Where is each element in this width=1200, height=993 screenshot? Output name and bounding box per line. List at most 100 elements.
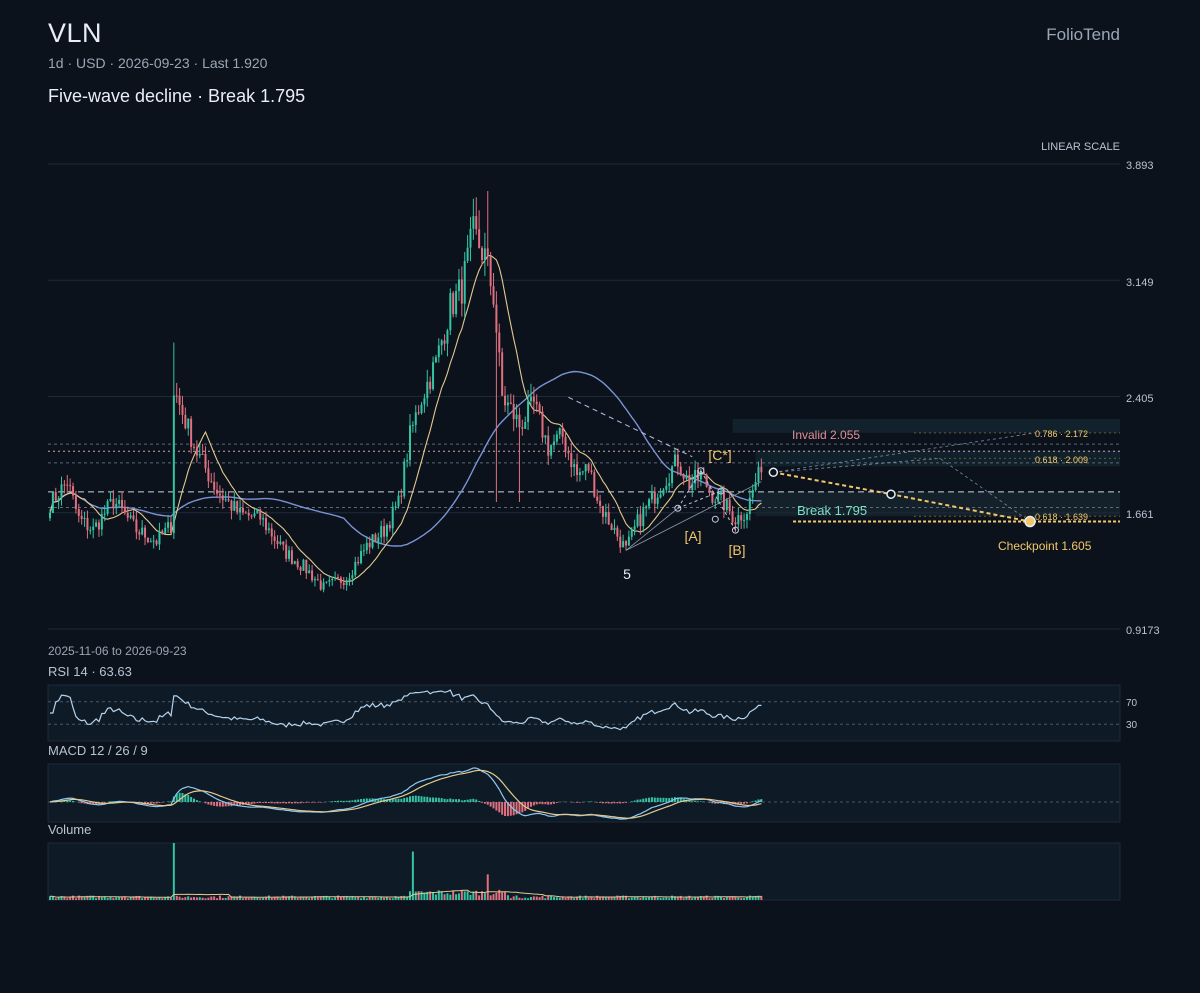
candle-body: [97, 522, 100, 530]
pivot-marker: [717, 487, 725, 495]
candle-body: [662, 489, 665, 495]
candle-body: [227, 499, 230, 501]
pivot-marker: [711, 515, 719, 523]
candle-body: [633, 526, 636, 530]
candle-body: [247, 512, 250, 516]
candle-body: [699, 471, 702, 480]
candle-body: [576, 464, 579, 475]
candle-body: [77, 509, 80, 516]
candle-body: [417, 412, 420, 414]
candle-body: [437, 345, 440, 358]
candle-body: [521, 427, 524, 429]
candle-body: [385, 525, 388, 537]
candle-body: [388, 525, 391, 529]
pivot-marker: [674, 504, 682, 512]
candle-body: [740, 515, 743, 521]
candle-body: [668, 483, 671, 486]
candle-body: [51, 491, 54, 513]
candle-body: [198, 453, 201, 456]
candle-body: [239, 507, 242, 513]
candle-body: [426, 381, 429, 399]
candle-body: [581, 471, 584, 473]
candle-body: [322, 582, 325, 590]
candle-body: [639, 514, 642, 527]
volume-panel-bg: [47, 842, 1121, 901]
candle-body: [308, 570, 311, 574]
candle-body: [167, 522, 170, 528]
candle-body: [397, 495, 400, 507]
fib-label: 0.786 · 2.172: [1035, 429, 1088, 439]
candle-body: [745, 513, 748, 520]
candle-body: [593, 472, 596, 497]
pivot-marker: [731, 526, 739, 534]
candle-body: [138, 532, 141, 535]
candle-body: [360, 551, 363, 564]
candle-body: [457, 279, 460, 292]
candle-body: [558, 428, 561, 435]
candle-body: [538, 404, 541, 412]
candle-body: [420, 404, 423, 414]
candle-body: [135, 519, 138, 533]
candle-body: [564, 436, 567, 452]
candle-body: [622, 541, 625, 548]
candle-body: [449, 293, 452, 331]
candle-body: [636, 514, 639, 527]
candle-body: [650, 491, 653, 500]
candle-body: [265, 518, 267, 531]
projection-layer: [768, 432, 1036, 528]
candle-body: [501, 352, 504, 396]
candle-body: [244, 512, 247, 514]
candle-body: [213, 481, 216, 490]
candle-body: [483, 248, 486, 260]
level-layer: [48, 432, 1120, 523]
candle-body: [532, 396, 535, 402]
candle-body: [432, 362, 435, 390]
candle-body: [155, 540, 158, 545]
trend-line: [625, 481, 762, 551]
resistance-zone: [732, 418, 1120, 433]
y-tick-label: 3.893: [1126, 160, 1154, 172]
candle-body: [573, 464, 576, 468]
candle-body: [236, 501, 239, 513]
macd-signal-line: [49, 769, 762, 819]
candle-body: [720, 492, 723, 494]
candle-body: [149, 541, 152, 543]
candle-body: [334, 577, 337, 579]
macd-panel: [47, 763, 1121, 823]
candle-body: [69, 485, 72, 487]
candle-body: [282, 541, 285, 545]
candle-body: [625, 541, 627, 546]
candle-body: [561, 428, 564, 437]
candle-body: [642, 508, 645, 527]
rsi-panel-bg: [47, 684, 1121, 742]
candle-body: [682, 473, 685, 479]
candle-body: [630, 529, 633, 537]
candle-body: [555, 434, 558, 442]
invalid-label: Invalid 2.055: [792, 428, 860, 442]
candle-body: [95, 522, 98, 527]
candle-body: [751, 489, 754, 498]
candle-body: [233, 501, 236, 511]
wave-line: [625, 507, 679, 551]
candle-body: [423, 398, 426, 405]
candle-body: [115, 503, 118, 508]
candle-body: [754, 482, 757, 490]
candle-body: [460, 279, 463, 304]
candle-body: [748, 497, 751, 514]
candle-body: [452, 293, 455, 315]
candle-body: [515, 414, 518, 420]
candle-body: [717, 492, 720, 502]
candle-body: [175, 395, 178, 397]
candle-body: [607, 512, 610, 525]
candle-body: [659, 494, 662, 498]
candle-body: [253, 513, 256, 517]
candle-body: [676, 454, 679, 467]
wave-label-b: [B]: [728, 542, 745, 558]
candle-body: [604, 512, 607, 517]
candle-body: [406, 460, 409, 462]
candle-body: [590, 470, 593, 473]
candle-body: [262, 518, 265, 520]
candle-body: [377, 537, 380, 543]
candle-body: [547, 435, 550, 456]
candle-body: [86, 518, 89, 531]
